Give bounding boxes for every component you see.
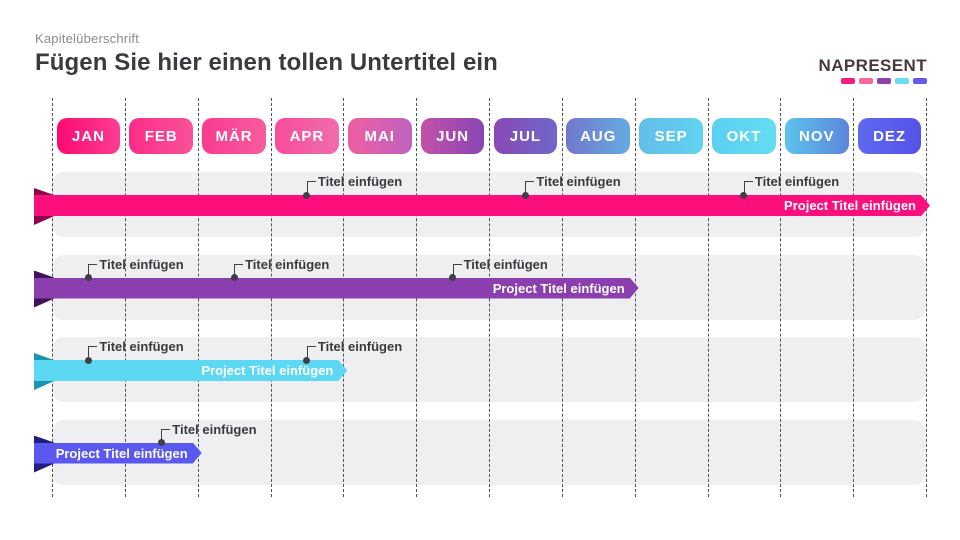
milestone-label-3-1[interactable]: Titel einfügen: [99, 339, 184, 354]
month-gridline-9: [707, 98, 709, 497]
milestone-connector-2-3: [452, 263, 462, 278]
month-chip-apr: APR: [275, 118, 339, 154]
milestone-connector-1-2: [525, 181, 535, 195]
milestone-connector-1-1: [306, 181, 316, 195]
month-gridline-8: [634, 98, 636, 497]
month-chip-aug: AUG: [566, 118, 631, 154]
milestone-dot-2-1: [84, 274, 92, 281]
month-chip-label: DEZ: [873, 127, 907, 145]
milestone-label-1-2[interactable]: Titel einfügen: [536, 174, 621, 189]
chapter-heading[interactable]: Kapitelüberschrift: [35, 31, 140, 46]
milestone-dot-3-1: [84, 356, 92, 364]
milestone-dot-2-2: [230, 274, 238, 281]
project-bar-label[interactable]: Project Titel einfügen: [492, 280, 625, 296]
milestone-connector-4-1: [161, 428, 171, 443]
logo-dash-2: [877, 78, 891, 84]
project-bar-4[interactable]: Project Titel einfügen: [34, 443, 202, 464]
month-gridline-10: [780, 98, 782, 497]
milestone-dot-1-2: [521, 191, 529, 199]
milestone-label-3-2[interactable]: Titel einfügen: [317, 339, 403, 354]
month-gridline-12: [926, 98, 927, 497]
month-chip-label: OKT: [726, 127, 762, 145]
logo-dash-4: [913, 78, 927, 84]
logo-dash-0: [841, 78, 855, 84]
milestone-label-2-1[interactable]: Titel einfügen: [99, 256, 184, 272]
month-chip-label: MAI: [364, 127, 395, 145]
milestone-connector-3-2: [306, 346, 316, 360]
milestone-connector-1-3: [743, 181, 753, 195]
milestone-label-4-1[interactable]: Titel einfügen: [172, 421, 257, 437]
month-chip-label: MÄR: [215, 127, 253, 145]
month-chip-nov: NOV: [784, 118, 849, 154]
milestone-dot-3-2: [303, 356, 311, 364]
project-bar-3[interactable]: Project Titel einfügen: [34, 360, 347, 381]
project-bar-label[interactable]: Project Titel einfügen: [55, 445, 188, 461]
month-chip-mai: MAI: [347, 118, 412, 154]
milestone-label-1-3[interactable]: Titel einfügen: [754, 174, 840, 189]
milestone-connector-2-2: [234, 263, 244, 278]
month-chip-label: SEP: [654, 127, 688, 145]
month-chip-jan: JAN: [56, 118, 121, 154]
month-chip-jul: JUL: [493, 118, 558, 154]
milestone-label-2-3[interactable]: Titel einfügen: [463, 256, 548, 272]
brand-logo-dashes: [819, 78, 927, 84]
month-chip-jun: JUN: [420, 118, 485, 154]
month-chip-label: APR: [289, 127, 325, 145]
month-chip-dez: DEZ: [857, 118, 922, 154]
month-chip-mär: MÄR: [202, 118, 266, 154]
project-bar-2[interactable]: Project Titel einfügen: [34, 278, 639, 299]
brand-logo: NAPRESENT: [819, 57, 927, 84]
month-chip-label: JUL: [509, 127, 542, 145]
milestone-dot-2-3: [449, 274, 457, 281]
milestone-connector-2-1: [88, 263, 98, 278]
month-chip-label: JUN: [436, 127, 470, 145]
month-chip-label: AUG: [580, 127, 617, 145]
month-chip-label: JAN: [71, 127, 105, 145]
milestone-dot-4-1: [157, 439, 165, 446]
project-bar-1[interactable]: Project Titel einfügen: [34, 195, 930, 216]
project-bar-label[interactable]: Project Titel einfügen: [784, 198, 916, 213]
milestone-connector-3-1: [88, 346, 98, 360]
logo-dash-3: [895, 78, 909, 84]
month-gridline-11: [853, 98, 855, 497]
milestone-dot-1-3: [740, 191, 748, 199]
logo-dash-1: [859, 78, 873, 84]
month-chip-feb: FEB: [129, 118, 194, 154]
month-chip-okt: OKT: [712, 118, 776, 154]
month-chip-label: FEB: [144, 127, 178, 145]
project-bar-label[interactable]: Project Titel einfügen: [201, 363, 334, 378]
milestone-dot-1-1: [303, 191, 311, 199]
brand-logo-text: NAPRESENT: [818, 56, 927, 75]
milestone-label-1-1[interactable]: Titel einfügen: [317, 174, 403, 189]
milestone-label-2-2[interactable]: Titel einfügen: [245, 256, 330, 272]
month-chip-label: NOV: [798, 127, 835, 145]
month-chip-sep: SEP: [639, 118, 703, 154]
slide-title[interactable]: Fügen Sie hier einen tollen Untertitel e…: [35, 49, 498, 76]
